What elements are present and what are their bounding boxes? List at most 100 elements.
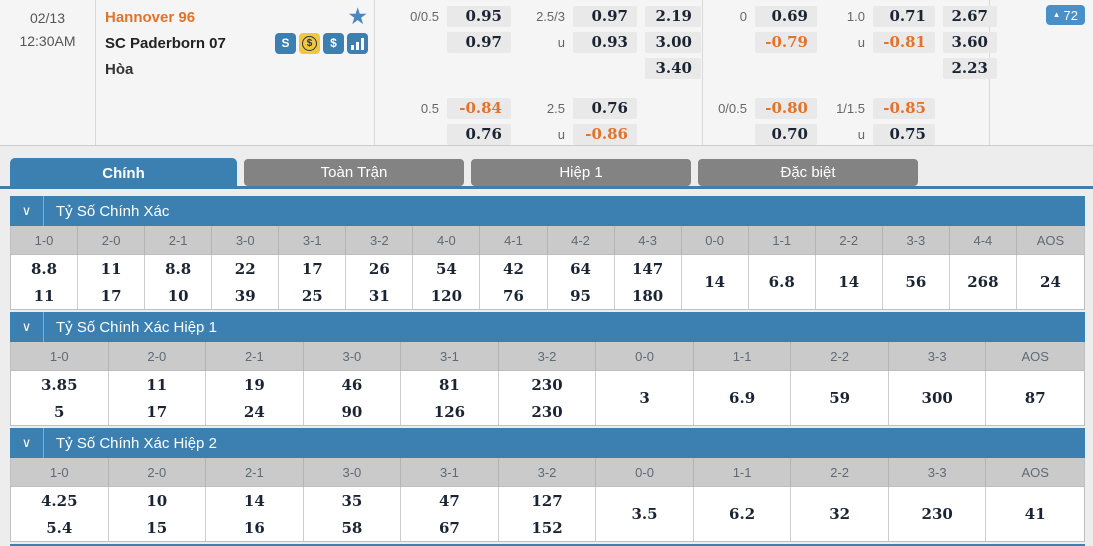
odds-value[interactable]: 120 bbox=[413, 282, 481, 309]
odds-value[interactable]: 180 bbox=[614, 282, 682, 309]
fh-1x2-away-odds[interactable]: 2.23 bbox=[943, 58, 997, 79]
fh-hdp2-home-odds[interactable]: -0.80 bbox=[755, 98, 817, 119]
odds-value[interactable]: 6.8 bbox=[748, 255, 816, 309]
odds-value[interactable]: 127 bbox=[498, 487, 597, 514]
odds-value[interactable]: 90 bbox=[303, 398, 402, 425]
money-circle-icon[interactable]: $ bbox=[299, 32, 320, 54]
more-markets-button[interactable]: ▲ 72 bbox=[1045, 5, 1085, 25]
home-team-name[interactable]: Hannover 96 bbox=[105, 8, 196, 26]
ft-under2-odds[interactable]: -0.86 bbox=[573, 124, 637, 145]
odds-value[interactable]: 59 bbox=[791, 371, 889, 425]
fh-over-odds[interactable]: 0.71 bbox=[873, 6, 935, 27]
odds-value[interactable]: 11 bbox=[78, 255, 146, 282]
odds-value[interactable]: 10 bbox=[108, 487, 207, 514]
odds-value[interactable]: 3.85 bbox=[11, 371, 109, 398]
odds-value[interactable]: 14 bbox=[206, 487, 304, 514]
odds-value[interactable]: 230 bbox=[888, 487, 987, 541]
odds-value[interactable]: 268 bbox=[949, 255, 1017, 309]
fh-hdp-line: 0 bbox=[739, 9, 747, 24]
fh-hdp-home-odds[interactable]: 0.69 bbox=[755, 6, 817, 27]
odds-value[interactable]: 14 bbox=[681, 255, 749, 309]
fh-over2-odds[interactable]: -0.85 bbox=[873, 98, 935, 119]
odds-value[interactable]: 31 bbox=[346, 282, 414, 309]
odds-value[interactable]: 11 bbox=[108, 371, 207, 398]
odds-value[interactable]: 56 bbox=[882, 255, 950, 309]
odds-value[interactable]: 24 bbox=[1016, 255, 1084, 309]
ft-1x2-draw-odds[interactable]: 3.00 bbox=[645, 32, 701, 53]
odds-value[interactable]: 26 bbox=[346, 255, 414, 282]
odds-value[interactable]: 147 bbox=[614, 255, 682, 282]
chevron-down-icon[interactable]: ∨ bbox=[10, 312, 44, 342]
draw-label[interactable]: Hòa bbox=[105, 60, 134, 78]
ft-over-odds[interactable]: 0.97 bbox=[573, 6, 637, 27]
fh-hdp2-away-odds[interactable]: 0.70 bbox=[755, 124, 817, 145]
odds-value[interactable]: 8.8 bbox=[145, 255, 213, 282]
odds-value[interactable]: 6.2 bbox=[693, 487, 792, 541]
odds-value[interactable]: 300 bbox=[888, 371, 987, 425]
tab-hiep-1[interactable]: Hiệp 1 bbox=[471, 159, 691, 186]
odds-value[interactable]: 152 bbox=[498, 514, 597, 541]
odds-value[interactable]: 24 bbox=[206, 398, 304, 425]
odds-value[interactable]: 230 bbox=[498, 371, 597, 398]
odds-value[interactable]: 39 bbox=[212, 282, 280, 309]
odds-value[interactable]: 11 bbox=[11, 282, 79, 309]
odds-value[interactable]: 3.5 bbox=[596, 487, 694, 541]
odds-value[interactable]: 67 bbox=[401, 514, 499, 541]
ft-under-odds[interactable]: 0.93 bbox=[573, 32, 637, 53]
chevron-down-icon[interactable]: ∨ bbox=[10, 428, 44, 458]
odds-value[interactable]: 14 bbox=[815, 255, 883, 309]
odds-value[interactable]: 54 bbox=[413, 255, 481, 282]
tab-chinh[interactable]: Chính bbox=[10, 158, 237, 189]
away-team-name[interactable]: SC Paderborn 07 bbox=[105, 34, 226, 52]
odds-value[interactable]: 126 bbox=[401, 398, 499, 425]
odds-value[interactable]: 4.25 bbox=[11, 487, 109, 514]
ft-hdp2-away-odds[interactable]: 0.76 bbox=[447, 124, 511, 145]
tab-dac-biet[interactable]: Đặc biệt bbox=[698, 159, 918, 186]
odds-value[interactable]: 6.9 bbox=[693, 371, 792, 425]
odds-value[interactable]: 46 bbox=[303, 371, 402, 398]
ft-1x2-home-odds[interactable]: 2.19 bbox=[645, 6, 701, 27]
fh-1x2-home-odds[interactable]: 2.67 bbox=[943, 6, 997, 27]
bar-chart-icon[interactable] bbox=[347, 32, 368, 54]
odds-value[interactable]: 5 bbox=[11, 398, 109, 425]
odds-value[interactable]: 32 bbox=[791, 487, 889, 541]
odds-value[interactable]: 41 bbox=[986, 487, 1084, 541]
ft-hdp2-home-odds[interactable]: -0.84 bbox=[447, 98, 511, 119]
fh-under2-odds[interactable]: 0.75 bbox=[873, 124, 935, 145]
ft-over2-odds[interactable]: 0.76 bbox=[573, 98, 637, 119]
odds-value[interactable]: 3 bbox=[596, 371, 694, 425]
odds-value[interactable]: 8.8 bbox=[11, 255, 79, 282]
odds-value[interactable]: 35 bbox=[303, 487, 402, 514]
ft-1x2-away-odds[interactable]: 3.40 bbox=[645, 58, 701, 79]
odds-value[interactable]: 58 bbox=[303, 514, 402, 541]
fh-hdp-away-odds[interactable]: -0.79 bbox=[755, 32, 817, 53]
favorite-star-icon[interactable]: ★ bbox=[347, 2, 368, 29]
odds-value[interactable]: 25 bbox=[279, 282, 347, 309]
dollar-icon[interactable]: $ bbox=[323, 32, 344, 54]
odds-value[interactable]: 10 bbox=[145, 282, 213, 309]
chevron-down-icon[interactable]: ∨ bbox=[10, 196, 44, 226]
odds-value[interactable]: 5.4 bbox=[11, 514, 109, 541]
odds-value[interactable]: 47 bbox=[401, 487, 499, 514]
odds-value[interactable]: 230 bbox=[498, 398, 597, 425]
ft-hdp-away-odds[interactable]: 0.97 bbox=[447, 32, 511, 53]
fh-under-odds[interactable]: -0.81 bbox=[873, 32, 935, 53]
odds-value[interactable]: 87 bbox=[986, 371, 1084, 425]
score-col-header: 1-1 bbox=[693, 458, 792, 487]
odds-value[interactable]: 76 bbox=[480, 282, 548, 309]
odds-value[interactable]: 16 bbox=[206, 514, 304, 541]
odds-value[interactable]: 17 bbox=[108, 398, 207, 425]
odds-value[interactable]: 42 bbox=[480, 255, 548, 282]
ft-hdp-home-odds[interactable]: 0.95 bbox=[447, 6, 511, 27]
tab-toan-tran[interactable]: Toàn Trận bbox=[244, 159, 464, 186]
form-icon[interactable]: S bbox=[275, 32, 296, 54]
odds-value[interactable]: 81 bbox=[401, 371, 499, 398]
odds-value[interactable]: 19 bbox=[206, 371, 304, 398]
odds-value[interactable]: 64 bbox=[547, 255, 615, 282]
odds-value[interactable]: 15 bbox=[108, 514, 207, 541]
odds-value[interactable]: 95 bbox=[547, 282, 615, 309]
odds-value[interactable]: 17 bbox=[78, 282, 146, 309]
odds-value[interactable]: 22 bbox=[212, 255, 280, 282]
odds-value[interactable]: 17 bbox=[279, 255, 347, 282]
fh-1x2-draw-odds[interactable]: 3.60 bbox=[943, 32, 997, 53]
